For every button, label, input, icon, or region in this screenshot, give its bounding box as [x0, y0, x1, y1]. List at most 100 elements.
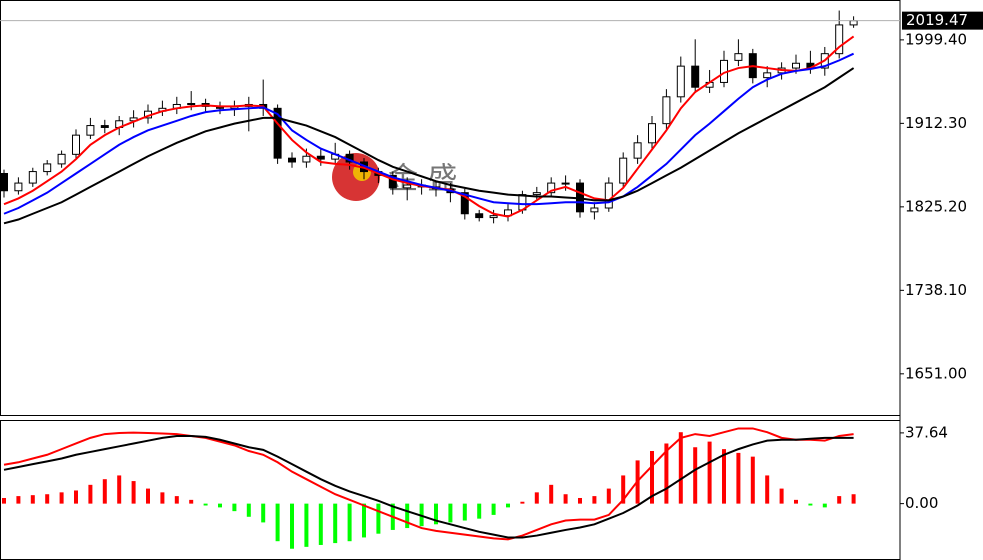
histogram-bar: [448, 503, 453, 523]
last-price-label: 2019.47: [906, 11, 968, 29]
histogram-bar: [117, 475, 122, 504]
histogram-bar: [30, 495, 35, 504]
histogram-bar: [779, 488, 784, 504]
y-tick-label: 1999.40: [905, 30, 967, 48]
indicator-line: [3, 434, 854, 539]
indicator-line: [3, 67, 855, 225]
histogram-bar: [333, 503, 338, 544]
candle-body: [561, 182, 570, 185]
histogram-bar: [203, 503, 208, 506]
y-tick-label: 0.00: [905, 494, 938, 512]
histogram-bar: [534, 492, 539, 504]
candle-body: [691, 65, 700, 88]
histogram-bar: [232, 503, 237, 512]
histogram-bar: [808, 503, 813, 506]
candle-body: [604, 182, 613, 209]
histogram-bar: [405, 503, 410, 529]
histogram-bar: [837, 496, 842, 504]
candle-body: [86, 125, 95, 136]
histogram-bar: [462, 503, 467, 521]
histogram-bar: [549, 484, 554, 504]
histogram-bar: [88, 484, 93, 504]
last-price-box: [902, 11, 983, 30]
candle-body: [0, 172, 8, 192]
indicator-line: [3, 427, 854, 541]
histogram-bar: [290, 503, 294, 549]
candle-body: [547, 182, 556, 194]
candle-body: [43, 163, 52, 173]
histogram-bar: [851, 494, 856, 504]
histogram-bar: [434, 503, 438, 525]
candle-body: [734, 53, 743, 61]
histogram-bar: [794, 499, 798, 504]
histogram-bar: [606, 488, 611, 504]
candle-body: [619, 157, 628, 184]
histogram-bar: [621, 475, 626, 504]
candle-body: [648, 123, 656, 144]
histogram-bar: [102, 479, 107, 504]
histogram-bar: [146, 488, 150, 504]
candle-body: [676, 65, 685, 98]
candle-body: [835, 24, 844, 55]
histogram-bar: [74, 490, 78, 504]
histogram-bar: [304, 503, 309, 547]
candle-body: [288, 157, 296, 163]
candle-body: [590, 207, 599, 213]
histogram-bar: [678, 432, 683, 504]
candle-body: [302, 155, 311, 163]
candle-body: [763, 72, 772, 79]
histogram-bar: [822, 503, 827, 508]
histogram-bar: [722, 449, 726, 504]
histogram-bar: [347, 503, 352, 542]
histogram-bar: [520, 501, 525, 504]
histogram-bar: [477, 503, 482, 519]
histogram-bar: [2, 497, 6, 504]
indicator-line: [3, 52, 855, 215]
histogram-bar: [174, 496, 179, 504]
candle-body: [273, 107, 282, 159]
histogram-bar: [578, 497, 582, 504]
y-tick-label: 1912.30: [905, 114, 967, 132]
candle-body: [57, 153, 66, 165]
histogram-bar: [160, 492, 165, 504]
candle-body: [489, 215, 498, 219]
candle-body: [28, 171, 37, 184]
y-tick-label: 1825.20: [905, 197, 967, 215]
histogram-bar: [650, 451, 654, 504]
candle-body: [72, 134, 80, 155]
histogram-bar: [736, 452, 741, 504]
candle-body: [388, 174, 397, 189]
histogram-bar: [362, 503, 366, 538]
histogram-bar: [218, 503, 222, 508]
histogram-bar: [693, 447, 698, 504]
y-tick-label: 37.64: [905, 423, 948, 441]
histogram-bar: [246, 503, 251, 517]
candle-body: [475, 213, 484, 219]
histogram-bar: [189, 499, 194, 504]
histogram-bar: [318, 503, 323, 545]
candle-body: [633, 142, 642, 159]
candle-body: [849, 20, 858, 26]
y-tick-label: 1738.10: [905, 281, 967, 299]
histogram-bar: [261, 503, 266, 523]
histogram-bar: [664, 443, 669, 504]
y-tick-label: 1651.00: [905, 364, 967, 382]
histogram-bar: [750, 456, 755, 504]
panel-frame: [0, 0, 901, 416]
histogram-bar: [707, 441, 712, 504]
candle-body: [460, 192, 469, 215]
histogram-bar: [592, 496, 597, 504]
candle-body: [792, 62, 800, 69]
candle-body: [316, 155, 325, 160]
histogram-bar: [45, 494, 50, 504]
histogram-bar: [506, 503, 510, 508]
histogram-bar: [491, 503, 496, 515]
histogram-bar: [16, 496, 21, 504]
histogram-bar: [59, 492, 64, 504]
histogram-bar: [275, 503, 280, 542]
candle-body: [662, 96, 671, 125]
histogram-bar: [765, 475, 770, 504]
histogram-bar: [131, 481, 136, 504]
